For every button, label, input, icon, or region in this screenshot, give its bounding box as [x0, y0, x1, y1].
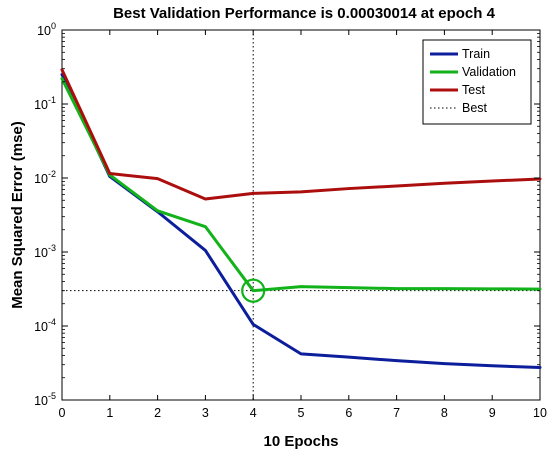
x-tick-label: 6 — [345, 406, 352, 420]
y-tick-label: 100 — [37, 21, 56, 38]
legend: Train Validation Test Best — [422, 39, 532, 125]
y-tick-label: 10-4 — [34, 317, 56, 334]
x-tick-label: 5 — [298, 406, 305, 420]
legend-label-train: Train — [462, 47, 490, 61]
x-tick-label: 3 — [202, 406, 209, 420]
x-tick-labels: 0 1 2 3 4 5 6 7 8 9 10 — [59, 406, 547, 420]
legend-label-test: Test — [462, 83, 485, 97]
chart-title: Best Validation Performance is 0.0003001… — [113, 5, 496, 22]
y-tick-label: 10-5 — [34, 391, 56, 408]
x-tick-label: 7 — [393, 406, 400, 420]
x-tick-label: 9 — [489, 406, 496, 420]
y-tick-label: 10-2 — [34, 169, 56, 186]
y-tick-label: 10-3 — [34, 243, 56, 260]
best-point-marker — [241, 278, 266, 303]
best-marker-layer — [241, 278, 266, 303]
legend-items: Train Validation Test Best — [430, 47, 516, 115]
series-layer — [60, 68, 542, 369]
x-axis-label: 10 Epochs — [263, 433, 338, 450]
x-tick-label: 4 — [250, 406, 257, 420]
y-tick-labels: 100 10-1 10-2 10-3 10-4 10-5 — [34, 21, 56, 408]
series-line-validation — [60, 77, 542, 293]
x-tick-label: 1 — [106, 406, 113, 420]
ticks-layer — [61, 29, 541, 401]
legend-label-best: Best — [462, 101, 488, 115]
y-axis-label: Mean Squared Error (mse) — [9, 121, 26, 309]
series-line-test — [60, 68, 542, 201]
y-tick-label: 10-1 — [34, 95, 56, 112]
x-tick-label: 2 — [154, 406, 161, 420]
x-tick-label: 10 — [533, 406, 547, 420]
best-reference-lines — [62, 30, 540, 400]
legend-label-validation: Validation — [462, 65, 516, 79]
x-tick-label: 0 — [59, 406, 66, 420]
x-tick-label: 8 — [441, 406, 448, 420]
